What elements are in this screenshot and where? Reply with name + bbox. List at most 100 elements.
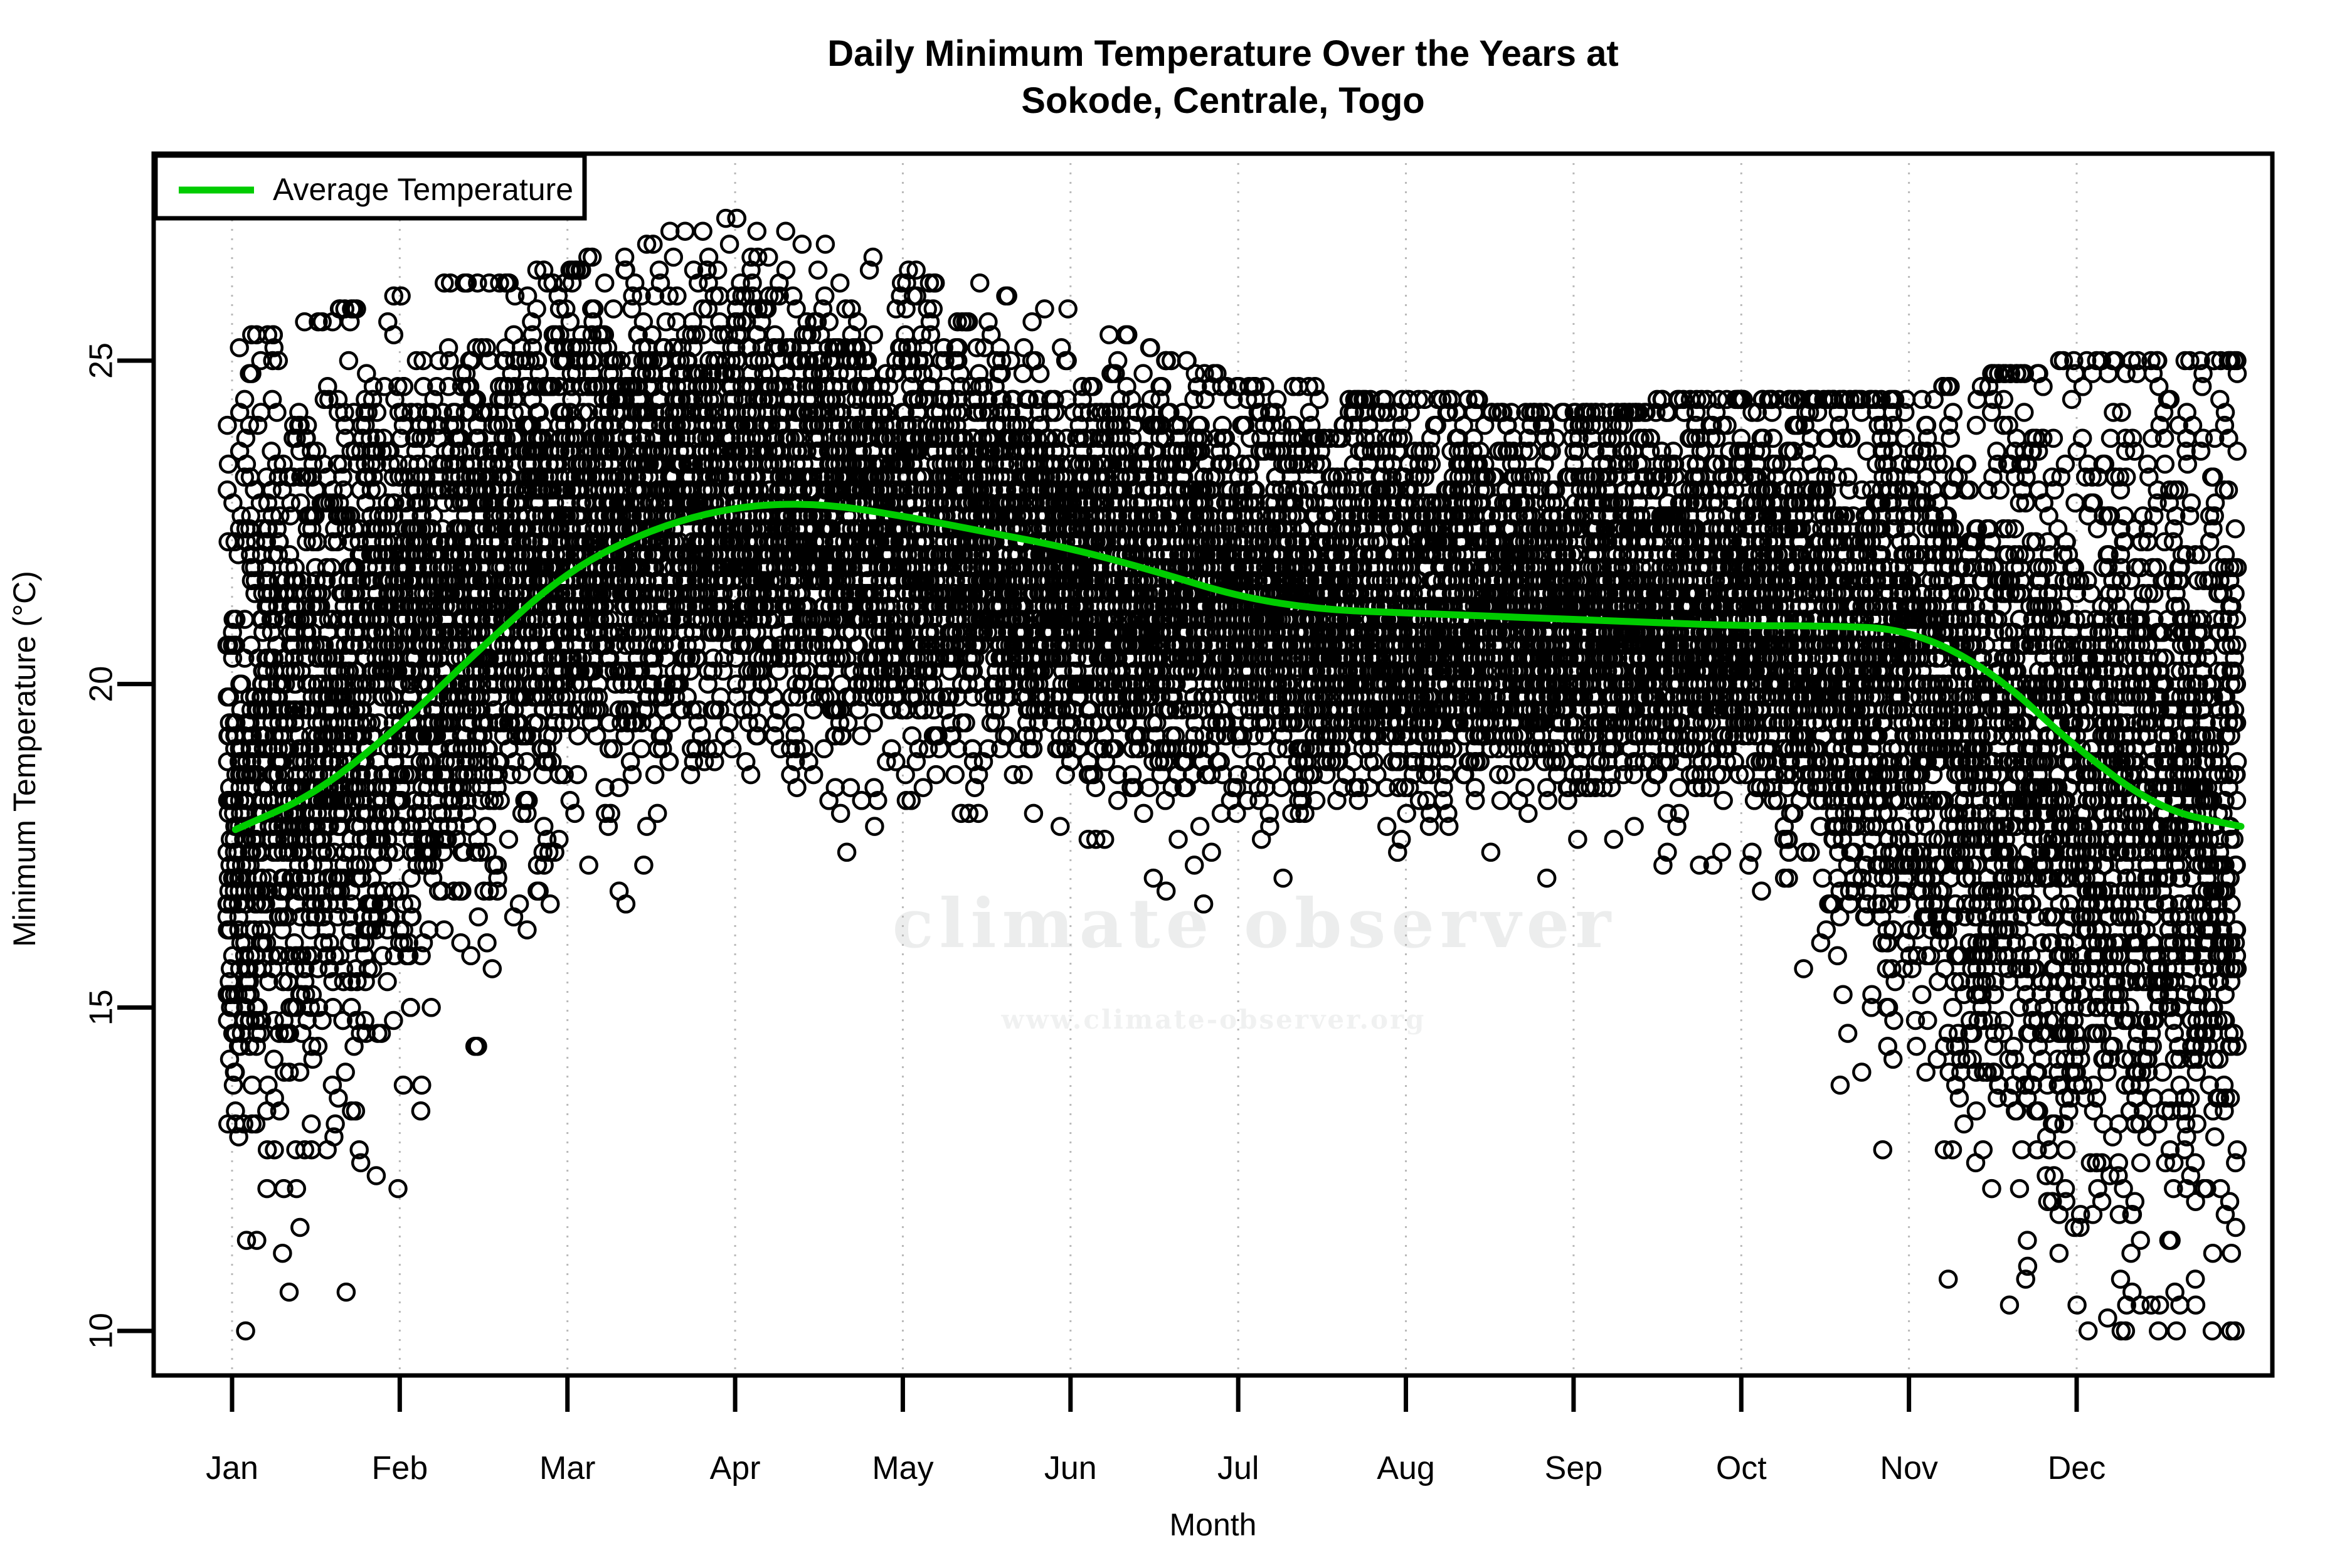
scatter-point — [230, 338, 249, 358]
scatter-point — [281, 493, 300, 513]
scatter-point — [259, 972, 278, 992]
scatter-point — [287, 571, 306, 590]
scatter-point — [297, 415, 317, 435]
scatter-point — [236, 532, 256, 552]
scatter-point — [267, 454, 287, 474]
scatter-point — [223, 649, 243, 668]
scatter-point — [258, 493, 278, 513]
scatter-point — [225, 532, 245, 552]
scatter-point — [241, 506, 260, 526]
scatter-point — [262, 946, 281, 966]
scatter-point — [289, 403, 309, 422]
scatter-point — [246, 1114, 266, 1134]
scatter-point — [302, 1036, 322, 1056]
scatter-point — [300, 998, 320, 1017]
scatter-point — [267, 519, 287, 539]
scatter-point — [223, 635, 242, 655]
scatter-point — [289, 726, 309, 746]
scatter-point — [257, 933, 277, 953]
scatter-point — [270, 1024, 289, 1043]
scatter-point — [224, 998, 243, 1017]
scatter-point — [234, 1114, 253, 1134]
scatter-point — [290, 1217, 310, 1237]
scatter-point — [218, 532, 238, 552]
scatter-point — [295, 985, 315, 1004]
scatter-point — [223, 622, 242, 642]
scatter-point — [264, 338, 284, 358]
scatter-point — [236, 998, 255, 1017]
scatter-point — [283, 467, 303, 487]
scatter-point — [290, 1062, 310, 1082]
scatter-point — [287, 1179, 307, 1199]
scatter-point — [242, 364, 262, 383]
scatter-point — [303, 856, 322, 875]
scatter-point — [250, 1010, 270, 1030]
scatter-point — [218, 920, 237, 940]
scatter-point — [268, 907, 289, 927]
scatter-point — [268, 351, 289, 371]
scatter-point — [265, 1140, 284, 1160]
scatter-point — [218, 454, 238, 474]
scatter-point — [236, 1321, 255, 1341]
scatter-point — [302, 442, 321, 461]
scatter-point — [279, 1282, 299, 1302]
scatter-point — [226, 610, 246, 629]
chart-title-line1: Daily Minimum Temperature Over the Years… — [827, 33, 1618, 74]
scatter-point — [225, 1062, 245, 1082]
scatter-point — [298, 946, 317, 966]
scatter-point — [251, 1024, 270, 1043]
scatter-point — [302, 1114, 321, 1134]
scatter-point — [303, 454, 323, 474]
scatter-point — [273, 972, 293, 992]
scatter-point — [223, 1075, 243, 1095]
scatter-point — [284, 610, 304, 629]
scatter-point — [226, 1101, 245, 1121]
scatter-point — [278, 1024, 297, 1043]
scatter-point — [287, 428, 306, 448]
watermark-main: climate observer — [893, 884, 1617, 963]
scatter-point — [235, 946, 255, 966]
scatter-point — [230, 674, 250, 694]
watermark: climate observer www.climate-observer.or… — [893, 884, 1617, 1035]
scatter-point — [292, 571, 312, 590]
scatter-point — [231, 506, 251, 526]
scatter-point — [236, 1231, 257, 1250]
scatter-point — [285, 661, 305, 681]
scatter-point — [264, 649, 284, 668]
scatter-point — [273, 1243, 292, 1263]
scatter-point — [218, 415, 237, 435]
scatter-point — [236, 428, 256, 448]
scatter-point — [262, 389, 282, 410]
scatter-point — [280, 1062, 299, 1082]
scatter-point — [248, 415, 268, 435]
chart-title-line2: Sokode, Centrale, Togo — [1021, 80, 1424, 121]
scatter-point — [295, 1140, 315, 1160]
scatter-point — [292, 946, 312, 966]
scatter-point — [236, 454, 257, 474]
scatter-point — [218, 687, 237, 707]
scatter-point — [274, 1179, 294, 1199]
scatter-point — [235, 389, 255, 410]
scatter-point — [263, 351, 282, 371]
scatter-point — [243, 726, 262, 746]
scatter-point — [267, 403, 287, 422]
scatter-point — [247, 1231, 267, 1250]
scatter-point — [270, 532, 289, 552]
scatter-point — [308, 1036, 328, 1056]
scatter-point — [242, 842, 262, 862]
scatter-point — [256, 894, 275, 914]
watermark-sub: www.climate-observer.org — [1001, 1004, 1426, 1035]
scatter-point — [246, 1036, 267, 1056]
scatter-point — [263, 325, 283, 344]
scatter-point — [268, 545, 289, 564]
scatter-point — [250, 493, 270, 513]
scatter-point — [240, 415, 260, 435]
scatter-points-layer — [217, 208, 2247, 1341]
scatter-point — [264, 726, 284, 746]
scatter-point — [272, 674, 292, 694]
scatter-point — [270, 1101, 290, 1121]
scatter-point — [294, 959, 314, 978]
scatter-point — [235, 467, 255, 487]
